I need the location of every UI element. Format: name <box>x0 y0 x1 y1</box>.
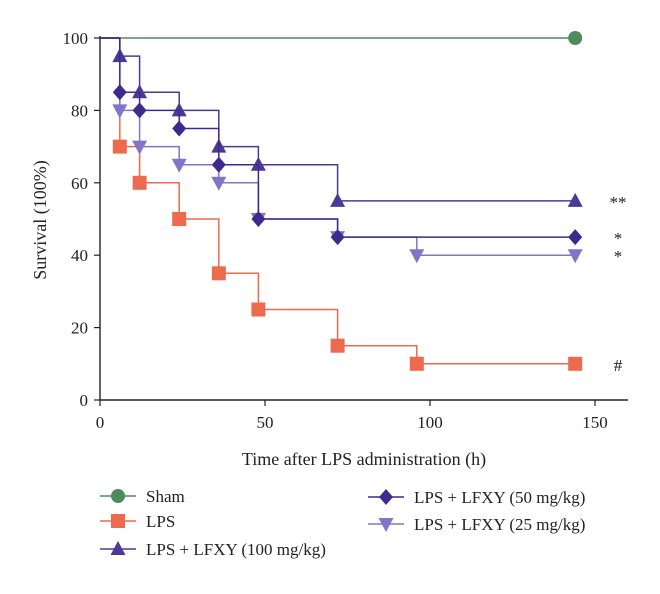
legend-marker <box>110 541 126 555</box>
legend-label: LPS + LFXY (50 mg/kg) <box>414 488 585 507</box>
data-point-lps <box>251 302 266 317</box>
legend-item-lps-lfxy-25-mg-kg: LPS + LFXY (25 mg/kg) <box>368 515 585 534</box>
legend-item-sham: Sham <box>100 487 185 506</box>
data-point-lps-lfxy-50-mg-kg <box>112 84 127 101</box>
data-point-lps <box>211 266 226 281</box>
data-point-lps-lfxy-25-mg-kg <box>409 249 425 264</box>
series-line-lps-lfxy-100-mg-kg <box>100 37 576 202</box>
y-axis-title: Survival (100%) <box>30 160 51 279</box>
data-point-lps <box>132 175 147 190</box>
data-point-lps-lfxy-50-mg-kg <box>568 229 583 246</box>
series-sham <box>100 31 583 45</box>
y-tick-label: 60 <box>71 174 88 193</box>
series-lps-lfxy-25-mg-kg <box>100 37 583 264</box>
data-point-lps-lfxy-25-mg-kg <box>211 176 227 191</box>
data-point-sham <box>568 31 583 45</box>
axes: 0 50 100 150 0 20 40 60 80 100 <box>63 29 628 432</box>
legend-item-lps-lfxy-50-mg-kg: LPS + LFXY (50 mg/kg) <box>368 488 585 507</box>
data-point-lps-lfxy-25-mg-kg <box>132 140 148 155</box>
y-tick-label: 80 <box>71 101 88 120</box>
data-point-lps-lfxy-50-mg-kg <box>132 102 147 119</box>
series-line-lps-lfxy-50-mg-kg <box>100 37 576 238</box>
series-line-lps <box>100 37 576 365</box>
legend-item-lps-lfxy-100-mg-kg: LPS + LFXY (100 mg/kg) <box>100 540 326 559</box>
significance-lps-lfxy-25-mg-kg: * <box>614 247 623 266</box>
significance-lps-lfxy-50-mg-kg: * <box>614 229 623 248</box>
data-point-lps-lfxy-50-mg-kg <box>251 211 266 227</box>
data-point-lps-lfxy-100-mg-kg <box>132 84 148 99</box>
legend-label: Sham <box>146 487 185 506</box>
data-point-lps <box>172 212 187 226</box>
data-point-lps <box>112 139 127 154</box>
x-tick-label: 0 <box>96 413 105 432</box>
x-tick-label: 50 <box>257 413 274 432</box>
data-point-lps <box>409 356 424 371</box>
legend-marker <box>379 489 393 505</box>
legend: Sham LPS LPS + LFXY (100 mg/kg) LPS + LFXY … <box>100 487 585 559</box>
data-point-lps <box>330 338 345 353</box>
data-point-lps <box>568 356 583 371</box>
data-point-lps-lfxy-50-mg-kg <box>211 156 226 173</box>
significance-lps: # <box>614 356 623 375</box>
y-tick-label: 100 <box>63 29 89 48</box>
legend-label: LPS + LFXY (100 mg/kg) <box>146 540 326 559</box>
legend-marker <box>378 518 394 532</box>
legend-label: LPS <box>146 512 175 531</box>
x-tick-label: 150 <box>582 413 608 432</box>
significance-lps-lfxy-100-mg-kg: ** <box>610 193 627 212</box>
series-lps-lfxy-50-mg-kg <box>100 37 583 246</box>
series-layer <box>100 31 583 371</box>
legend-marker <box>111 489 125 503</box>
y-tick-label: 0 <box>80 391 89 410</box>
legend-label: LPS + LFXY (25 mg/kg) <box>414 515 585 534</box>
data-point-lps-lfxy-25-mg-kg <box>112 104 128 119</box>
series-lps <box>100 37 583 371</box>
legend-item-lps: LPS <box>100 512 175 531</box>
x-axis-title: Time after LPS administration (h) <box>242 449 486 470</box>
data-point-lps-lfxy-100-mg-kg <box>171 102 187 117</box>
data-point-lps-lfxy-25-mg-kg <box>567 249 583 264</box>
data-point-lps-lfxy-50-mg-kg <box>330 229 345 246</box>
x-tick-label: 100 <box>417 413 443 432</box>
data-point-lps-lfxy-25-mg-kg <box>171 158 187 173</box>
data-point-lps-lfxy-100-mg-kg <box>330 192 346 207</box>
series-lps-lfxy-100-mg-kg <box>100 37 583 207</box>
data-point-lps-lfxy-50-mg-kg <box>172 120 187 137</box>
y-tick-label: 20 <box>71 319 88 338</box>
data-point-lps-lfxy-100-mg-kg <box>250 156 266 171</box>
y-tick-label: 40 <box>71 246 88 265</box>
annotations: #**** <box>610 193 627 375</box>
data-point-lps-lfxy-100-mg-kg <box>567 192 583 207</box>
legend-marker <box>111 514 125 528</box>
